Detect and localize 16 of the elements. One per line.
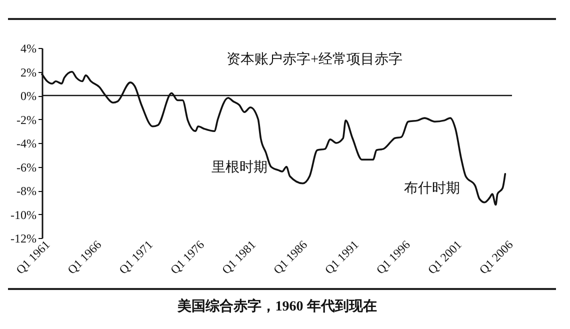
y-tick-label: -8% — [16, 184, 36, 198]
annotation: 里根时期 — [211, 160, 268, 176]
y-tick-label: -4% — [16, 136, 36, 150]
y-tick-label: -6% — [16, 160, 36, 174]
y-tick-label: -12% — [10, 232, 36, 246]
y-tick-label: 0% — [20, 89, 36, 103]
y-tick-label: 4% — [20, 42, 36, 56]
x-tick-label: Q1 1981 — [219, 238, 258, 277]
annotation: 布什时期 — [404, 180, 460, 197]
y-tick-label: -2% — [16, 112, 36, 127]
text: 美国综合赤字，1960 年代到现在 — [176, 298, 377, 315]
y-tick-label: 2% — [20, 65, 36, 80]
x-tick-label: Q1 1971 — [116, 238, 156, 277]
x-tick-label: Q1 1991 — [322, 238, 362, 277]
y-tick-label: -10% — [10, 208, 36, 222]
annotation: 资本账户赤字+经常项目赤字 — [226, 51, 403, 68]
